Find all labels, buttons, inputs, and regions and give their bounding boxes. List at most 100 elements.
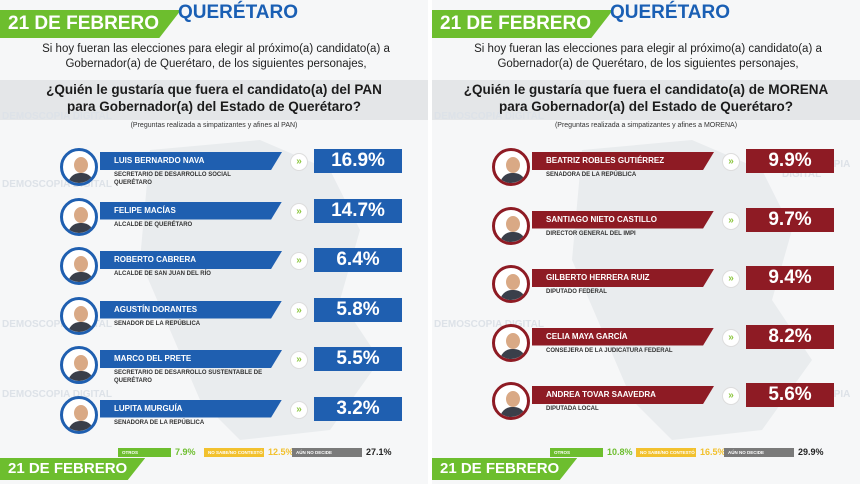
candidate-name: FELIPE MACÍAS (100, 201, 282, 220)
state-title: QUERÉTARO (610, 2, 730, 23)
sample-note: (Preguntas realizada a simpatizantes y a… (554, 122, 738, 129)
percentage-value: 14.7% (314, 198, 402, 223)
percentage-value: 3.2% (314, 396, 402, 421)
percentage-value: 5.5% (314, 347, 402, 371)
candidate-role: SECRETARIO DE DESARROLLO SOCIAL QUERÉTAR… (114, 172, 231, 186)
question-line-1: ¿Quién le gustaría que fuera el candidat… (46, 82, 382, 97)
intro-text: Si hoy fueran las elecciones para elegir… (442, 42, 854, 72)
candidate-role: DIPUTADA LOCAL (546, 406, 599, 412)
candidate-photo (492, 265, 530, 303)
question-band (0, 80, 428, 120)
question-line-2: para Gobernador(a) del Estado de Queréta… (66, 99, 362, 114)
legend-item: AÚN NO DECIDE (724, 448, 794, 457)
candidate-row: BEATRIZ ROBLES GUTIÉRREZ SENADORA DE LA R… (432, 146, 860, 196)
watermark: DEMOSCOPIA DIGITAL (2, 389, 112, 400)
candidate-name: AGUSTÍN DORANTES (100, 300, 282, 319)
double-chevron-icon: » (722, 211, 740, 230)
candidate-name: MARCO DEL PRETE (100, 350, 282, 368)
legend-item: OTROS (550, 448, 603, 457)
candidate-row: CELIA MAYA GARCÍA CONSEJERA DE LA JUDICAT… (432, 322, 860, 372)
candidate-name: LUPITA MURGUÍA (100, 399, 282, 418)
bottom-date-banner: 21 DE FEBRERO (432, 458, 578, 480)
intro-text: Si hoy fueran las elecciones para elegir… (10, 42, 422, 72)
bottom-strip: 21 DE FEBRERO (0, 458, 428, 484)
percentage-value: 16.9% (314, 149, 402, 173)
percentage-value: 9.4% (746, 266, 834, 290)
candidate-photo (60, 197, 98, 236)
legend-item: OTROS (118, 448, 171, 457)
candidate-name: CELIA MAYA GARCÍA (532, 327, 714, 346)
legend-item: NO SABE/NO CONTESTÓ (636, 448, 696, 457)
candidate-name: BEATRIZ ROBLES GUTIÉRREZ (532, 152, 714, 170)
double-chevron-icon: » (722, 153, 740, 171)
candidate-role: DIRECTOR GENERAL DEL IMPI (546, 230, 636, 237)
legend-value: 7.9% (175, 447, 196, 457)
percentage-value: 5.8% (314, 297, 402, 322)
question-line-2: para Gobernador(a) del Estado de Queréta… (498, 99, 794, 114)
date-banner: 21 DE FEBRERO (432, 10, 613, 38)
double-chevron-icon: » (722, 270, 740, 288)
candidate-row: LUIS BERNARDO NAVA SECRETARIO DE DESARROL… (0, 146, 428, 196)
percentage-value: 9.7% (746, 207, 834, 232)
double-chevron-icon: » (290, 301, 308, 320)
watermark: DEMOSCOPIA DIGITAL (2, 179, 112, 190)
sample-note: (Preguntas realizada a simpatizantes y a… (130, 122, 298, 129)
intro-line-2: Gobernador(a) de Querétaro, de los sigui… (65, 58, 367, 70)
candidate-row: AGUSTÍN DORANTES SENADOR DE LA REPÚBLICA »… (0, 295, 428, 345)
bottom-date-banner: 21 DE FEBRERO (0, 458, 146, 480)
question-band (432, 80, 860, 120)
panel-divider (428, 0, 432, 484)
double-chevron-icon: » (722, 328, 740, 347)
pan-panel: 21 DE FEBRERO QUERÉTARO Si hoy fueran la… (0, 0, 428, 484)
percentage-value: 5.6% (746, 383, 834, 407)
candidate-photo (492, 382, 530, 420)
intro-line-1: Si hoy fueran las elecciones para elegir… (474, 43, 822, 55)
pan-legend: OTROS 7.9% NO SABE/NO CONTESTÓ 12.5% AÚN NO … (0, 447, 428, 460)
double-chevron-icon: » (290, 202, 308, 221)
legend-value: 10.8% (607, 447, 633, 457)
candidate-row: MARCO DEL PRETE SECRETARIO DE DESARROLLO … (0, 344, 428, 394)
double-chevron-icon: » (290, 252, 308, 270)
intro-line-1: Si hoy fueran las elecciones para elegir… (42, 43, 390, 55)
percentage-value: 9.9% (746, 149, 834, 173)
candidate-photo (492, 323, 530, 362)
legend-value: 16.5% (700, 447, 726, 457)
candidate-photo (60, 395, 98, 434)
legend-value: 12.5% (268, 447, 294, 457)
legend-value: 27.1% (366, 447, 392, 457)
legend-value: 29.9% (798, 447, 824, 457)
candidate-role: SENADORA DE LA REPÚBLICA (546, 172, 637, 178)
watermark: DEMOSCOPIA DIGITAL (2, 111, 112, 122)
candidate-role: ALCALDE DE SAN JUAN DEL RÍO (114, 271, 211, 277)
double-chevron-icon: » (722, 387, 740, 405)
candidate-role: CONSEJERA DE LA JUDICATURA FEDERAL (546, 347, 673, 354)
watermark: DEMOSCOPIA DIGITAL (434, 319, 544, 330)
candidate-role: SENADORA DE LA REPÚBLICA (114, 419, 205, 426)
candidate-role: DIPUTADO FEDERAL (546, 289, 607, 295)
double-chevron-icon: » (290, 400, 308, 419)
candidate-row: FELIPE MACÍAS ALCALDE DE QUERÉTARO » 14.7% (0, 196, 428, 246)
intro-line-2: Gobernador(a) de Querétaro, de los sigui… (497, 58, 799, 70)
percentage-value: 6.4% (314, 248, 402, 272)
morena-legend: OTROS 10.8% NO SABE/NO CONTESTÓ 16.5% AÚN NO… (432, 447, 860, 460)
question-line-1: ¿Quién le gustaría que fuera el candidat… (463, 82, 829, 97)
candidate-name: GILBERTO HERRERA RUIZ (532, 269, 714, 287)
candidate-row: ROBERTO CABRERA ALCALDE DE SAN JUAN DEL R… (0, 245, 428, 295)
candidate-name: SANTIAGO NIETO CASTILLO (532, 210, 714, 229)
double-chevron-icon: » (290, 153, 308, 171)
candidate-row: GILBERTO HERRERA RUIZ DIPUTADO FEDERAL » 9.… (432, 263, 860, 313)
candidate-name: ANDREA TOVAR SAAVEDRA (532, 386, 714, 404)
question-text: ¿Quién le gustaría que fuera el candidat… (446, 81, 846, 115)
date-banner: 21 DE FEBRERO (0, 10, 181, 38)
candidate-role: SECRETARIO DE DESARROLLO SUSTENTABLE DE … (114, 370, 263, 384)
candidate-photo (60, 148, 98, 186)
candidate-photo (60, 346, 98, 384)
candidate-photo (60, 247, 98, 285)
question-text: ¿Quién le gustaría que fuera el candidat… (14, 81, 414, 115)
candidate-photo (492, 148, 530, 186)
morena-panel: 21 DE FEBRERO QUERÉTARO Si hoy fueran la… (432, 0, 860, 484)
legend-item: AÚN NO DECIDE (292, 448, 362, 457)
candidate-role: SENADOR DE LA REPÚBLICA (114, 320, 201, 327)
candidate-role: ALCALDE DE QUERÉTARO (114, 221, 193, 228)
bottom-strip: 21 DE FEBRERO (432, 458, 860, 484)
